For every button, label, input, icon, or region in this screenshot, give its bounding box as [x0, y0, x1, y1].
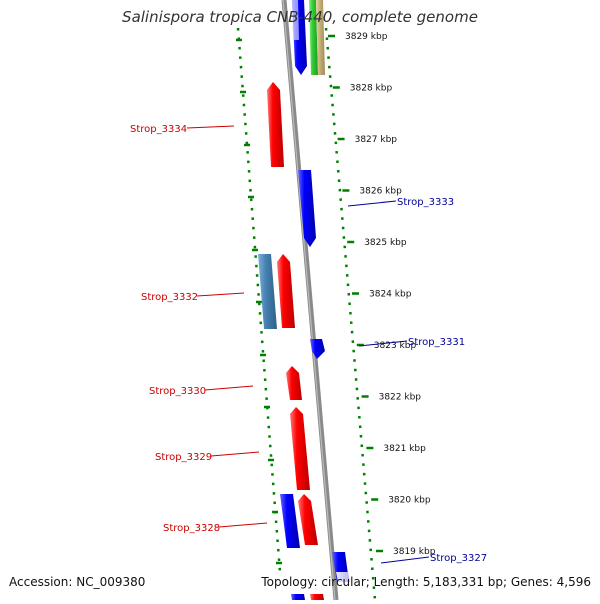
gene-feature-strop-3330[interactable] [286, 366, 302, 400]
gene-features [258, 0, 350, 600]
left-ruler-ticks [236, 38, 282, 565]
gene-feature-steelblue[interactable] [258, 254, 277, 329]
gene-label-leader [186, 125, 235, 129]
gene-feature-strop-3334[interactable] [267, 82, 284, 167]
genome-title: Salinispora tropica CNB-440, complete ge… [122, 8, 478, 26]
gene-feature-strop-3331[interactable] [310, 339, 325, 359]
ruler-tick-label: 3824 kbp [369, 290, 412, 300]
gene-label-leader [380, 556, 430, 564]
gene-label-leader [196, 292, 245, 297]
map-band [236, 30, 378, 600]
right-ruler-ticks: 3829 kbp 3828 kbp 3827 kbp 3826 kbp 3825 kbp… [328, 32, 436, 557]
gene-feature-forward-bottom[interactable] [291, 594, 305, 600]
ruler-tick-label: 3829 kbp [345, 32, 388, 42]
gene-label-strop-3328[interactable]: Strop_3328 [163, 523, 220, 534]
gene-feature-blue[interactable] [280, 494, 300, 548]
gene-label-strop-3329[interactable]: Strop_3329 [155, 452, 212, 463]
genome-summary-text: Topology: circular; Length: 5,183,331 bp… [261, 575, 591, 589]
gene-label-strop-3327[interactable]: Strop_3327 [430, 553, 487, 564]
gene-feature-green[interactable] [309, 0, 318, 75]
ruler-tick-label: 3828 kbp [350, 84, 393, 94]
gene-feature-tan[interactable] [316, 0, 325, 75]
gene-label-strop-3333[interactable]: Strop_3333 [397, 197, 454, 208]
ruler-tick-label: 3822 kbp [379, 393, 422, 403]
gene-feature-strop-3329[interactable] [290, 407, 310, 490]
ruler-tick-label: 3819 kbp [393, 547, 436, 557]
ruler-tick-label: 3825 kbp [364, 238, 407, 248]
gene-label-leader [347, 200, 397, 207]
ruler-tick-label: 3821 kbp [383, 444, 426, 454]
gene-feature-pale[interactable] [336, 572, 350, 582]
gene-labels: Strop_3334 Strop_3333 Strop_3332 Strop_3331… [130, 124, 487, 564]
right-ruler-line [324, 27, 377, 601]
gene-feature-strop-3332[interactable] [277, 254, 295, 328]
ruler-tick-label: 3827 kbp [355, 135, 398, 145]
gene-label-leader [210, 451, 260, 457]
gene-feature-forward-pale[interactable] [292, 0, 299, 40]
ruler-tick-label: 3823 kbp [374, 341, 417, 351]
genome-backbone-highlight [282, 0, 336, 601]
ruler-tick-label: 3826 kbp [359, 187, 402, 197]
accession-text: Accession: NC_009380 [9, 575, 146, 589]
gene-feature-strop-3328[interactable] [298, 494, 318, 545]
gene-label-strop-3334[interactable]: Strop_3334 [130, 124, 187, 135]
gene-feature-strop-3333[interactable] [298, 170, 316, 247]
gene-label-strop-3330[interactable]: Strop_3330 [149, 386, 206, 397]
genome-backbone [281, 0, 339, 601]
gene-label-leader [358, 340, 408, 347]
gene-label-leader [218, 522, 268, 528]
ruler-tick-label: 3820 kbp [388, 496, 431, 506]
gene-label-leader [204, 385, 254, 391]
gene-label-strop-3331[interactable]: Strop_3331 [408, 337, 465, 348]
gene-feature-reverse-bottom[interactable] [310, 594, 324, 600]
gene-label-strop-3332[interactable]: Strop_3332 [141, 292, 198, 303]
